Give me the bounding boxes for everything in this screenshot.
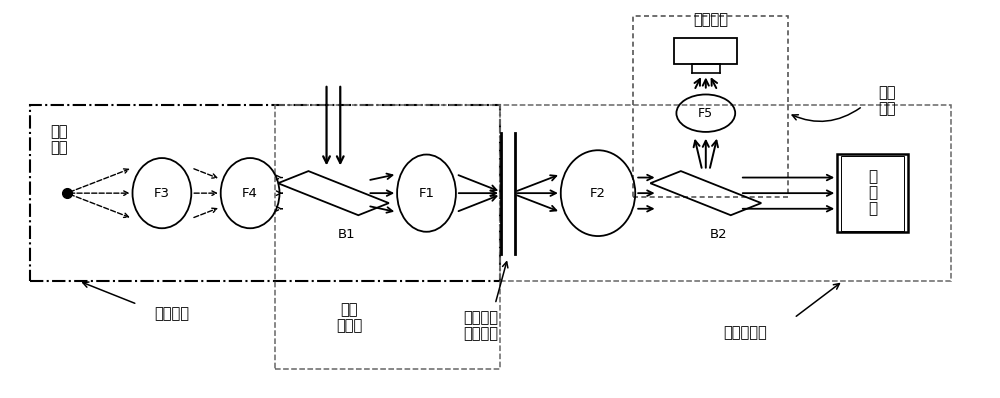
Text: B1: B1: [337, 228, 355, 241]
Bar: [500, 105, 951, 281]
Text: 成像
光路: 成像 光路: [878, 86, 896, 117]
Text: F5: F5: [698, 107, 713, 120]
Text: 等离激元
纳米结构: 等离激元 纳米结构: [463, 311, 498, 341]
Text: 测谱主光路: 测谱主光路: [723, 327, 767, 341]
Text: 照明光路: 照明光路: [154, 307, 189, 321]
Bar: [30, 105, 500, 281]
Bar: [837, 154, 908, 232]
Text: 成像元件: 成像元件: [693, 14, 728, 27]
Bar: [674, 37, 737, 64]
Text: F2: F2: [590, 187, 606, 200]
Text: B2: B2: [710, 228, 727, 241]
Bar: [275, 105, 500, 369]
Text: 平行
入射光: 平行 入射光: [336, 303, 362, 333]
Bar: [841, 156, 904, 230]
Text: F1: F1: [418, 187, 434, 200]
Text: F3: F3: [154, 187, 170, 200]
Text: 探
测
器: 探 测 器: [868, 170, 877, 217]
Bar: [633, 16, 788, 197]
Text: 白光
光源: 白光 光源: [50, 125, 68, 156]
Text: F4: F4: [242, 187, 258, 200]
